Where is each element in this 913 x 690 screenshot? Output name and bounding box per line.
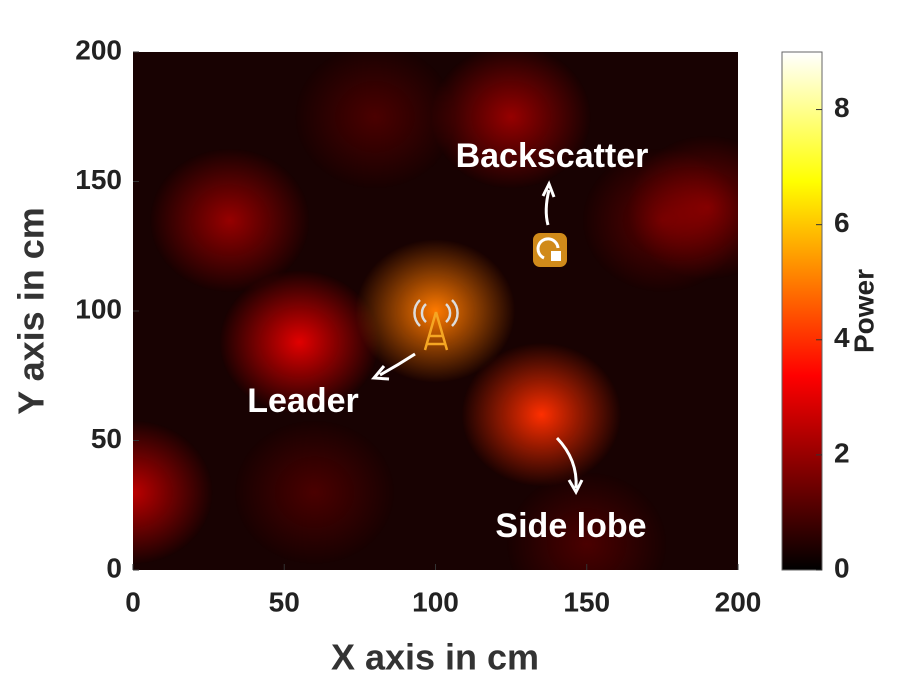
colorbar — [781, 51, 823, 571]
hotspot — [506, 472, 667, 570]
y-tick-label: 200 — [75, 34, 122, 65]
colorbar-tick-label: 2 — [834, 437, 850, 468]
x-tick-label: 0 — [125, 586, 141, 617]
x-tick-label: 50 — [269, 586, 300, 617]
annotation: Side lobe — [495, 507, 646, 545]
colorbar-tick-label: 4 — [834, 322, 850, 353]
annotation: Backscatter — [456, 137, 649, 175]
hotspot — [133, 420, 213, 565]
colorbar-tick-label: 8 — [834, 92, 850, 123]
hotspot — [355, 239, 516, 383]
y-tick-label: 150 — [75, 164, 122, 195]
y-tick-label: 50 — [91, 423, 122, 454]
colorbar-label: Power — [848, 269, 879, 353]
backscatter-icon — [533, 233, 567, 267]
x-tick-label: 150 — [563, 586, 610, 617]
arrows — [370, 180, 584, 496]
hotspot — [234, 420, 395, 565]
hotspot — [219, 270, 380, 415]
x-tick-label: 100 — [412, 586, 459, 617]
hotspot — [431, 52, 592, 189]
hotspot — [627, 135, 738, 280]
x-tick-label: 200 — [715, 586, 762, 617]
hotspot — [149, 148, 310, 293]
x-axis-label: X axis in cm — [331, 637, 539, 678]
heat-layer — [133, 52, 738, 570]
y-axis-label: Y axis in cm — [11, 207, 52, 414]
y-tick-label: 0 — [106, 552, 122, 583]
colorbar-tick-label: 0 — [834, 552, 850, 583]
y-tick-label: 100 — [75, 293, 122, 324]
hotspot — [295, 52, 455, 189]
annotation: Leader — [247, 382, 359, 420]
colorbar-tick-label: 6 — [834, 207, 850, 238]
hotspot — [461, 342, 622, 487]
tower-icon — [413, 299, 459, 351]
